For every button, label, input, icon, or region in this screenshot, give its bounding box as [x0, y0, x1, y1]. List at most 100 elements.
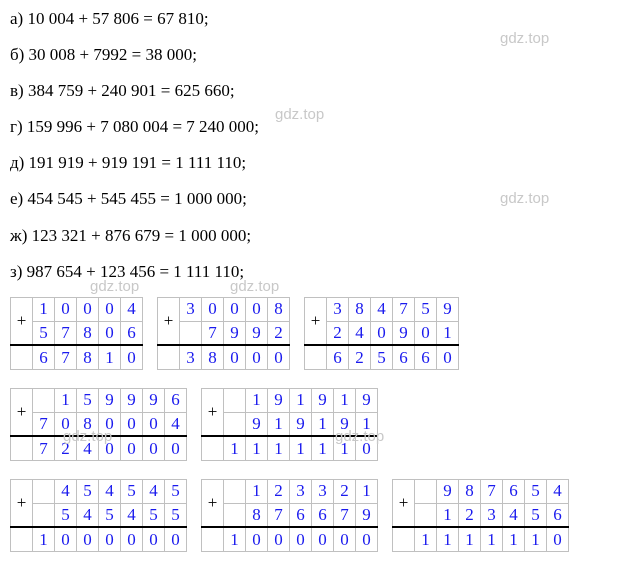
cell: 4 — [143, 479, 165, 503]
cell: 2 — [459, 503, 481, 527]
cell: 9 — [393, 321, 415, 345]
cell: 1 — [334, 388, 356, 412]
cell: 3 — [327, 297, 349, 321]
cell: 4 — [349, 321, 371, 345]
cell: 5 — [525, 479, 547, 503]
cell — [202, 527, 224, 551]
cell: 0 — [121, 436, 143, 460]
cell: 8 — [349, 297, 371, 321]
cell: 9 — [268, 388, 290, 412]
cell: 5 — [99, 503, 121, 527]
cell: 9 — [99, 388, 121, 412]
cell: 0 — [121, 345, 143, 369]
cell: 2 — [268, 479, 290, 503]
cell: + — [393, 479, 415, 527]
cell: 6 — [503, 479, 525, 503]
tables-row-3: +4545455454551000000+1233218766791000000… — [10, 479, 626, 552]
cell: 0 — [77, 527, 99, 551]
cell: 0 — [246, 345, 268, 369]
equation-b: б) 30 008 + 7992 = 38 000; — [10, 44, 626, 66]
cell: 7 — [55, 321, 77, 345]
cell: 5 — [415, 297, 437, 321]
cell — [415, 503, 437, 527]
cell: 5 — [165, 503, 187, 527]
cell: 1 — [356, 479, 378, 503]
cell: 0 — [246, 297, 268, 321]
tables-row-1: +100045780667810+30008799238000+38475924… — [10, 297, 626, 370]
cell: 9 — [356, 503, 378, 527]
cell — [11, 527, 33, 551]
cell — [158, 345, 180, 369]
cell — [202, 436, 224, 460]
cell: 0 — [55, 297, 77, 321]
cell: 1 — [459, 527, 481, 551]
cell — [224, 388, 246, 412]
cell: 8 — [77, 321, 99, 345]
cell: 5 — [371, 345, 393, 369]
cell: 4 — [77, 436, 99, 460]
cell: 0 — [143, 412, 165, 436]
cell: + — [202, 479, 224, 527]
cell: 1 — [290, 388, 312, 412]
cell: 1 — [437, 503, 459, 527]
cell: 0 — [55, 412, 77, 436]
cell: 0 — [99, 527, 121, 551]
cell — [415, 479, 437, 503]
cell: 1 — [481, 527, 503, 551]
cell: 7 — [202, 321, 224, 345]
cell: 6 — [415, 345, 437, 369]
cell: 0 — [165, 436, 187, 460]
add-table-4: +15999670800047240000 — [10, 388, 187, 461]
cell: 6 — [33, 345, 55, 369]
cell: 0 — [371, 321, 393, 345]
cell: 0 — [121, 527, 143, 551]
cell: 1 — [437, 527, 459, 551]
cell: 7 — [33, 412, 55, 436]
cell: 7 — [334, 503, 356, 527]
cell: 0 — [415, 321, 437, 345]
cell: 3 — [290, 479, 312, 503]
cell: 1 — [356, 412, 378, 436]
cell — [393, 527, 415, 551]
cell — [305, 345, 327, 369]
cell: 2 — [268, 321, 290, 345]
cell: 4 — [55, 479, 77, 503]
cell: 9 — [121, 388, 143, 412]
equation-c: в) 384 759 + 240 901 = 625 660; — [10, 80, 626, 102]
cell: 0 — [99, 436, 121, 460]
cell: 9 — [437, 297, 459, 321]
equation-h: з) 987 654 + 123 456 = 1 111 110; — [10, 261, 626, 283]
cell: 5 — [121, 479, 143, 503]
cell: 0 — [165, 527, 187, 551]
cell: 0 — [224, 297, 246, 321]
cell: 6 — [312, 503, 334, 527]
cell: 5 — [165, 479, 187, 503]
cell — [224, 412, 246, 436]
cell: 0 — [77, 297, 99, 321]
equation-d: г) 159 996 + 7 080 004 = 7 240 000; — [10, 116, 626, 138]
cell: 0 — [202, 297, 224, 321]
equation-e: д) 191 919 + 919 191 = 1 111 110; — [10, 152, 626, 174]
cell: 4 — [77, 503, 99, 527]
cell: + — [11, 388, 33, 436]
cell: 9 — [143, 388, 165, 412]
cell — [33, 388, 55, 412]
cell: 9 — [312, 388, 334, 412]
cell: 1 — [55, 388, 77, 412]
cell: 4 — [121, 503, 143, 527]
cell: 7 — [481, 479, 503, 503]
cell: 6 — [290, 503, 312, 527]
cell: 4 — [165, 412, 187, 436]
cell: 2 — [349, 345, 371, 369]
cell: 8 — [202, 345, 224, 369]
cell: 0 — [55, 527, 77, 551]
cell: 1 — [246, 479, 268, 503]
cell: 3 — [180, 345, 202, 369]
cell: + — [305, 297, 327, 345]
cell — [11, 436, 33, 460]
add-table-8: +9876541234561111110 — [392, 479, 569, 552]
cell: 2 — [55, 436, 77, 460]
cell: 1 — [503, 527, 525, 551]
cell: 6 — [393, 345, 415, 369]
cell: 1 — [290, 436, 312, 460]
